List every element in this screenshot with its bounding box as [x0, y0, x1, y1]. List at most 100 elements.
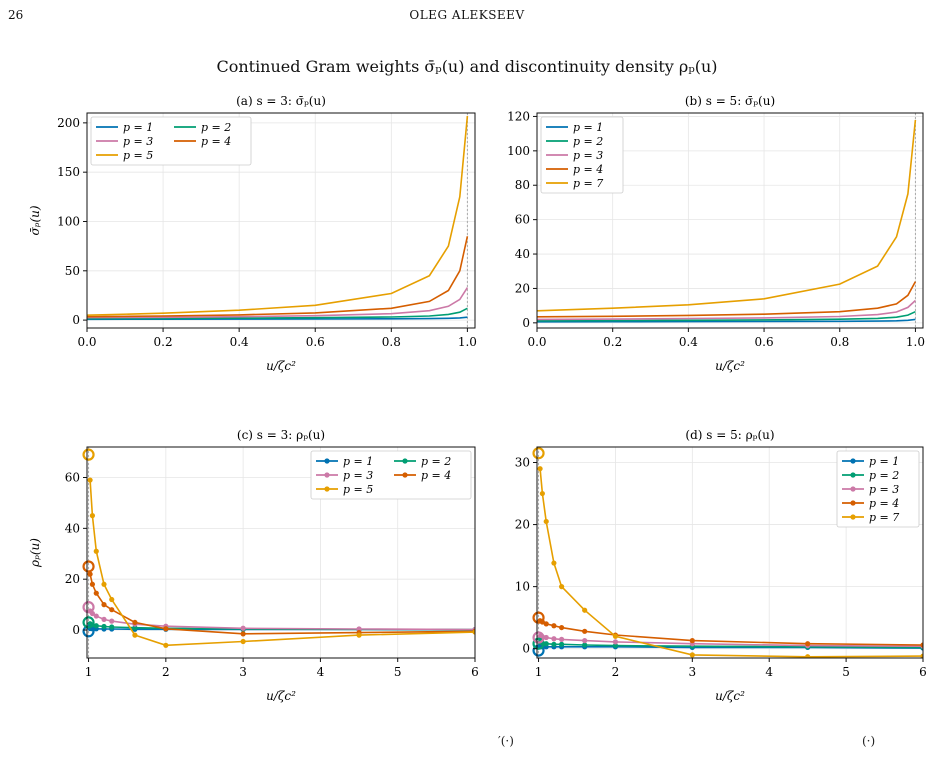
plot-area [87, 115, 469, 321]
legend-label: p = 4 [573, 163, 603, 176]
legend-label: p = 7 [869, 511, 899, 524]
data-point [612, 633, 619, 639]
data-point [612, 642, 619, 649]
y-axis-label: ρₚ(u) [28, 538, 42, 568]
series-line-p7 [539, 468, 923, 658]
x-axis-label: u/ζc² [266, 689, 296, 703]
legend-marker [850, 514, 856, 520]
data-point [93, 590, 99, 596]
y-tick-label: 100 [57, 214, 80, 228]
data-point [551, 623, 557, 629]
data-point [920, 642, 923, 648]
legend: p = 1 p = 2 p = 3 p = 4 p = 5 [310, 450, 472, 500]
data-point [537, 466, 543, 472]
legend-marker [850, 472, 856, 478]
legend-label: p = 2 [201, 121, 231, 134]
legend-box [90, 116, 252, 166]
data-point [132, 632, 138, 638]
data-point [920, 653, 923, 658]
data-point [689, 638, 695, 644]
y-tick-label: 0 [522, 642, 530, 656]
y-tick-label: 60 [515, 213, 530, 227]
legend-label: p = 2 [573, 135, 603, 148]
data-point [582, 628, 588, 634]
axes-frame [536, 112, 924, 329]
data-point [551, 641, 557, 647]
legend: p = 1p = 2p = 3p = 4p = 7 [836, 450, 920, 528]
x-tick-label: 1.0 [906, 335, 925, 349]
x-tick-label: 3 [689, 665, 697, 679]
y-tick-label: 60 [65, 471, 80, 485]
x-tick-label: 1.0 [458, 335, 477, 349]
x-tick-label: 2 [162, 665, 170, 679]
chart-a: 0.0 0.2 0.4 0.6 0.8 1.0 0 50 100 150 200 (a) s = 3:… [28, 94, 477, 373]
x-tick-label: 0.2 [154, 335, 173, 349]
data-point [559, 624, 565, 631]
x-tick-label: 0.8 [830, 335, 849, 349]
legend-label: p = 4 [421, 469, 451, 482]
endpoint-ring [532, 611, 545, 624]
endpoint-ring [532, 644, 545, 657]
footer-fragment-left: ′(·) [498, 734, 514, 748]
legend-label: p = 3 [343, 469, 373, 482]
data-point [132, 625, 138, 631]
legend-label: p = 3 [123, 135, 153, 148]
x-tick-label: 6 [919, 665, 927, 679]
data-point [101, 581, 107, 587]
data-point [543, 621, 549, 627]
legend-label: p = 2 [869, 469, 899, 482]
x-tick-label: 1 [85, 665, 93, 679]
data-point [543, 641, 549, 647]
x-tick-label: 0.4 [230, 335, 249, 349]
series-line-p3 [87, 287, 469, 319]
legend-box [540, 116, 624, 194]
x-axis-label: u/ζc² [266, 359, 296, 373]
data-point [93, 613, 99, 619]
endpoint-ring [82, 448, 95, 461]
legend-box [310, 450, 472, 500]
data-point [543, 634, 549, 641]
data-point [551, 636, 557, 642]
data-point [163, 626, 169, 632]
series-line-p2 [537, 310, 916, 322]
data-point [101, 602, 107, 608]
legend-label: p = 1 [123, 121, 153, 134]
figure-title: Continued Gram weights σ̄ₚ(u) and discon… [216, 57, 718, 76]
data-point [582, 607, 588, 613]
legend-label: p = 5 [343, 483, 373, 496]
plot-area [537, 466, 923, 658]
endpoint-ring [532, 637, 545, 650]
data-point [240, 631, 246, 637]
data-point [240, 625, 246, 631]
legend: p = 1p = 2p = 3p = 4p = 7 [540, 116, 624, 194]
x-tick-label: 0.2 [603, 335, 622, 349]
y-tick-label: 20 [515, 518, 530, 532]
x-tick-label: 5 [394, 665, 402, 679]
y-tick-label: 80 [515, 178, 530, 192]
legend-label: p = 7 [573, 177, 603, 190]
data-point [689, 652, 695, 658]
data-point [109, 596, 115, 603]
chart-b: 0.0 0.2 0.4 0.6 0.8 1.0 0 20 40 60 80 100 120 (b) s =… [507, 94, 925, 373]
x-tick-label: 0.8 [382, 335, 401, 349]
series-line-p1 [537, 318, 916, 323]
subplot-title: (a) s = 3: σ̄ₚ(u) [236, 94, 326, 108]
x-tick-label: 0.6 [306, 335, 325, 349]
x-tick-label: 5 [842, 665, 850, 679]
data-point [805, 641, 811, 647]
legend-marker [402, 458, 408, 464]
data-point [559, 584, 565, 590]
series-line-p3 [89, 610, 475, 631]
series-line-p4 [89, 573, 475, 635]
y-tick-label: 40 [515, 247, 530, 261]
running-head: OLEG ALEKSEEV [409, 8, 525, 22]
legend-marker [850, 500, 856, 506]
page-number: 26 [8, 8, 24, 22]
legend-box [836, 450, 920, 528]
y-tick-label: 120 [507, 109, 530, 123]
x-tick-label: 0.0 [77, 335, 96, 349]
y-tick-label: 100 [507, 144, 530, 158]
